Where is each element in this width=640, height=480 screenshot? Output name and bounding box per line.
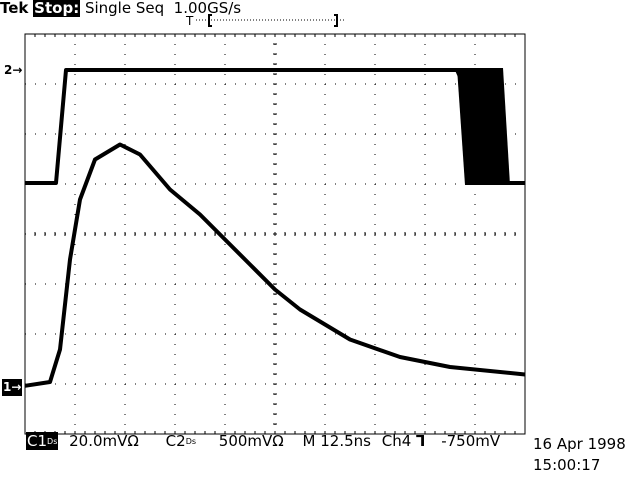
- trigger-position-marker: T: [186, 14, 194, 28]
- capture-date: 16 Apr 1998: [533, 435, 626, 453]
- ch1-waveform: [24, 142, 526, 388]
- header: Tek Stop: Single Seq 1.00GS/s: [0, 0, 241, 17]
- falling-edge-icon: ⅂: [416, 432, 425, 450]
- brand-label: Tek: [0, 0, 29, 17]
- graticule: [24, 33, 526, 435]
- ch1-ground-marker[interactable]: 1→: [2, 379, 23, 396]
- timebase: M 12.5ns: [302, 432, 371, 450]
- ch1-scale: 20.0mVΩ: [69, 432, 139, 450]
- acquisition-mode: Single Seq: [84, 0, 165, 17]
- record-window-start: [208, 14, 212, 27]
- ch2-scale: 500mVΩ: [218, 432, 284, 450]
- trigger-level: -750mV: [441, 432, 501, 450]
- status-footer: C1Ds 20.0mVΩ C2Ds 500mVΩ M 12.5ns Ch4 ⅂ …: [26, 432, 501, 450]
- ch2-noise-band: [457, 68, 510, 185]
- capture-time: 15:00:17: [533, 456, 601, 474]
- record-view-bar: [196, 14, 345, 27]
- trigger-source: Ch4: [381, 432, 412, 450]
- ch2-ground-marker[interactable]: 2→: [4, 63, 23, 77]
- acquisition-state: Stop:: [33, 0, 81, 17]
- sample-rate: 1.00GS/s: [173, 0, 242, 17]
- ch2-label[interactable]: C2Ds: [165, 432, 197, 450]
- ch1-label[interactable]: C1Ds: [26, 432, 59, 450]
- record-window-end: [334, 14, 338, 27]
- ch2-waveform: [25, 68, 525, 185]
